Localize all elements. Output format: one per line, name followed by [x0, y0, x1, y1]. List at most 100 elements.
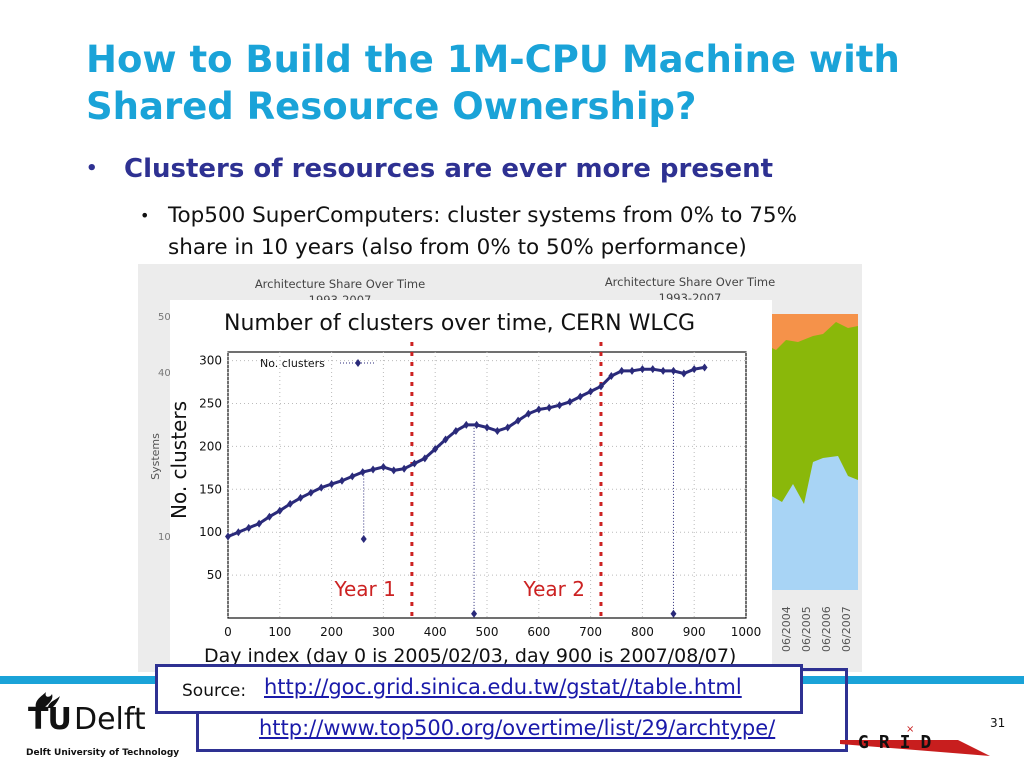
data-point	[432, 444, 439, 453]
data-point	[473, 420, 480, 429]
data-point	[597, 382, 604, 391]
y-tick-label: 50	[207, 568, 222, 582]
bg-date-label: 06/2004	[780, 606, 793, 652]
legend-marker	[355, 359, 361, 367]
y-tick-label: 150	[199, 482, 222, 496]
data-point	[349, 472, 356, 481]
logo-delft-text: Delft	[74, 702, 146, 737]
data-point	[566, 397, 573, 406]
dip-point	[471, 609, 478, 618]
bg-area-orange	[768, 314, 858, 350]
data-point	[587, 387, 594, 396]
data-point	[660, 366, 667, 375]
data-point	[421, 454, 428, 463]
data-point	[535, 405, 542, 414]
data-point	[411, 459, 418, 468]
data-point	[390, 466, 397, 475]
data-point	[701, 363, 708, 372]
logo-tu-text: TU	[28, 702, 72, 737]
data-point	[256, 519, 263, 528]
x-tick-label: 500	[476, 625, 499, 639]
year-marker-label: Year 2	[523, 577, 585, 601]
y-tick-label: 300	[199, 354, 222, 368]
bullet-level2-text: Top500 SuperComputers: cluster systems f…	[168, 200, 928, 264]
data-point	[225, 532, 231, 541]
data-point	[370, 465, 377, 474]
clusters-over-time-chart: Number of clusters over time, CERN WLCG …	[170, 300, 772, 672]
slide-title: How to Build the 1M-CPU Machine with Sha…	[86, 36, 1006, 130]
data-point	[494, 426, 501, 435]
data-point	[452, 426, 459, 435]
data-point	[318, 483, 325, 492]
grid-logo-text: GRID	[858, 732, 941, 753]
page-number: 31	[990, 716, 1006, 730]
bg-date-label: 06/2005	[800, 606, 813, 652]
data-point	[670, 366, 677, 375]
data-point	[639, 365, 646, 374]
logo-subtitle: Delft University of Technology	[26, 748, 180, 758]
source-link-top500[interactable]: http://www.top500.org/overtime/list/29/a…	[259, 716, 776, 740]
data-point	[515, 416, 522, 425]
chart-ylabel: No. clusters	[170, 401, 191, 519]
y-tick-label: 250	[199, 396, 222, 410]
slide-title-line2: Shared Resource Ownership?	[86, 85, 697, 128]
x-tick-label: 800	[631, 625, 654, 639]
year-marker-label: Year 1	[333, 577, 395, 601]
bg-date-label: 06/2006	[820, 606, 833, 652]
data-point	[525, 409, 532, 418]
data-point	[649, 365, 656, 374]
source-link-gstat[interactable]: http://goc.grid.sinica.edu.tw/gstat//tab…	[264, 675, 742, 699]
data-point	[556, 401, 563, 410]
bg-chart-ylabel: Systems	[148, 433, 162, 480]
data-point	[680, 369, 687, 378]
x-tick-label: 200	[320, 625, 343, 639]
chart-xlabel: Day index (day 0 is 2005/02/03, day 900 …	[204, 645, 736, 667]
source-frame-secondary: http://www.top500.org/overtime/list/29/a…	[196, 714, 848, 752]
slide-title-line1: How to Build the 1M-CPU Machine with	[86, 38, 900, 81]
data-point	[577, 392, 584, 401]
data-point	[276, 506, 283, 515]
y-tick-label: 100	[199, 525, 222, 539]
x-tick-label: 1000	[731, 625, 762, 639]
bullet-level1-text: Clusters of resources are ever more pres…	[124, 154, 774, 184]
legend-label: No. clusters	[260, 357, 325, 370]
data-point	[401, 464, 408, 473]
x-tick-label: 100	[268, 625, 291, 639]
bg-chart-right-title-line1: Architecture Share Over Time	[604, 275, 776, 289]
dip-point	[670, 609, 677, 618]
bullet-level2-line1: Top500 SuperComputers: cluster systems f…	[168, 203, 798, 228]
data-point	[245, 523, 252, 532]
grid-logo-mark: ×	[906, 724, 914, 735]
dip-point	[360, 535, 367, 544]
bg-chart-ytick: 50	[158, 312, 171, 323]
x-tick-label: 700	[579, 625, 602, 639]
bg-chart-ytick: 10	[158, 532, 171, 543]
x-tick-label: 400	[424, 625, 447, 639]
data-point	[328, 480, 335, 489]
data-point	[691, 365, 698, 374]
bg-chart-ytick: 40	[158, 368, 171, 379]
bg-area-green	[768, 314, 858, 504]
data-point	[442, 435, 449, 444]
data-point	[338, 476, 345, 485]
data-point	[463, 420, 470, 429]
x-tick-label: 600	[527, 625, 550, 639]
grid-logo-swoosh	[840, 740, 990, 756]
tudelft-logo: TU Delft Delft University of Technology	[22, 690, 192, 762]
bg-date-axis: 06/2004 06/2005 06/2006 06/2007	[780, 606, 853, 652]
data-point	[618, 366, 625, 375]
source-frame-connector	[798, 668, 848, 714]
data-point	[266, 512, 273, 521]
x-tick-label: 0	[224, 625, 232, 639]
data-point	[380, 462, 387, 471]
bg-stacked-area	[768, 314, 858, 590]
data-point	[287, 499, 294, 508]
data-point	[608, 372, 615, 381]
data-point	[297, 493, 304, 502]
bg-date-label: 06/2007	[840, 606, 853, 652]
grid-logo: GRID ×	[840, 724, 990, 756]
data-point	[629, 366, 636, 375]
y-tick-label: 200	[199, 439, 222, 453]
data-point	[546, 403, 553, 412]
chart-plot-area: 0 100 200 300 400 500 600 700 800 900 1000 50 100 150…	[199, 342, 761, 639]
